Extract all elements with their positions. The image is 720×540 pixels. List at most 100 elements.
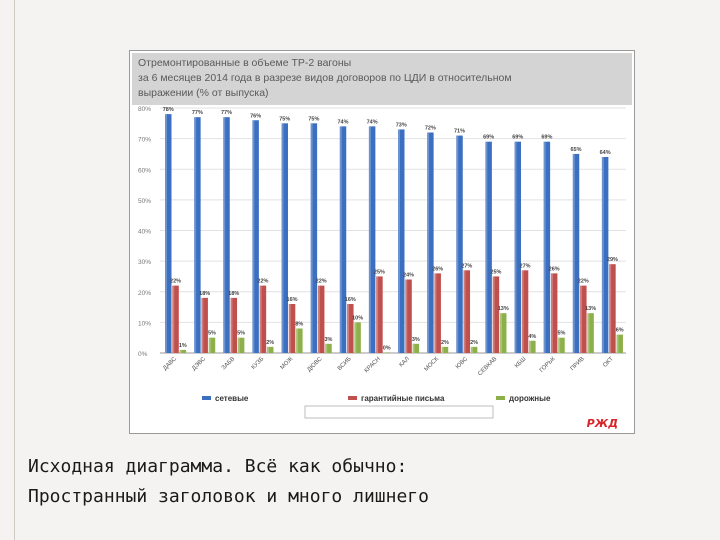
bar-highlight	[259, 285, 262, 353]
bar-guar	[347, 304, 354, 353]
bar-sets	[165, 114, 172, 353]
bar-guar	[434, 273, 441, 353]
x-tick-label: КАЛ	[399, 356, 411, 368]
bar-road	[208, 337, 216, 353]
bar-road	[412, 343, 420, 353]
data-label-sets: 76%	[250, 113, 261, 119]
bar-sets	[456, 135, 463, 353]
slide-left-rule	[14, 0, 15, 540]
x-tick-label: ЗАБВ	[221, 356, 236, 371]
bar-highlight	[383, 352, 386, 353]
x-tick-label: ДЭВС	[191, 356, 207, 372]
bar-highlight	[543, 141, 546, 353]
x-tick-label: ГОРЬК	[539, 356, 557, 374]
bar-highlight	[580, 285, 583, 353]
y-tick-label: 30%	[138, 259, 151, 266]
data-label-sets: 75%	[308, 116, 319, 122]
bar-highlight	[587, 313, 590, 353]
caption-line-2: Пространный заголовок и много лишнего	[28, 486, 429, 507]
data-label-sets: 69%	[512, 135, 523, 141]
data-label-road: 3%	[412, 337, 420, 343]
bar-highlight	[485, 141, 488, 353]
bar-guar	[550, 273, 558, 353]
bar-road	[587, 313, 594, 353]
bar-highlight	[266, 346, 269, 353]
data-label-sets: 78%	[163, 107, 174, 113]
legend-swatch-sets	[202, 396, 211, 400]
x-tick-label: ВСИБ	[337, 356, 353, 372]
bar-highlight	[456, 135, 459, 353]
bar-highlight	[558, 337, 561, 353]
bar-highlight	[230, 297, 233, 353]
bar-highlight	[463, 270, 466, 353]
bar-highlight	[347, 304, 350, 353]
bar-guar	[317, 285, 325, 353]
data-label-guar: 18%	[228, 291, 239, 297]
bar-sets	[572, 153, 580, 353]
data-label-road: 10%	[352, 315, 363, 321]
data-label-road: 3%	[324, 337, 332, 343]
bar-road	[383, 352, 390, 353]
bar-highlight	[572, 153, 575, 353]
data-label-road: 5%	[557, 331, 565, 337]
x-tick-label: МОЖ	[280, 356, 295, 371]
data-label-sets: 72%	[425, 126, 436, 132]
bar-sets	[368, 126, 376, 353]
data-label-road: 5%	[208, 331, 216, 337]
bar-sets	[281, 123, 288, 353]
data-label-road: 13%	[498, 306, 509, 312]
data-label-sets: 65%	[570, 147, 581, 153]
bar-sets	[543, 141, 551, 353]
data-label-guar: 22%	[578, 279, 589, 285]
data-label-road: 13%	[585, 306, 596, 312]
bar-highlight	[529, 340, 532, 353]
x-tick-label: ОКТ	[602, 356, 615, 369]
legend-swatch-guar	[348, 396, 357, 400]
data-label-guar: 29%	[607, 257, 618, 263]
y-tick-label: 20%	[138, 290, 151, 297]
bar-road	[499, 313, 507, 353]
data-label-guar: 18%	[199, 291, 210, 297]
bar-sets	[339, 126, 347, 353]
data-label-sets: 69%	[483, 135, 494, 141]
x-tick-label: ПРИВ	[570, 356, 586, 372]
bar-highlight	[237, 337, 240, 353]
y-tick-label: 60%	[138, 167, 151, 174]
data-label-road: 1%	[179, 343, 187, 349]
y-tick-label: 40%	[138, 229, 151, 236]
legend-label-guar: гарантийные письма	[361, 394, 445, 403]
bar-highlight	[398, 129, 400, 353]
bar-highlight	[376, 276, 379, 353]
bar-guar	[201, 297, 208, 353]
chart-title-line-1: Отремонтированные в объеме ТР-2 вагоны	[138, 57, 352, 69]
bar-guar	[609, 264, 616, 353]
bar-highlight	[288, 304, 291, 353]
bar-highlight	[172, 285, 175, 353]
bar-highlight	[427, 132, 430, 353]
bar-guar	[172, 285, 179, 353]
x-tick-label: ДАВС	[162, 356, 178, 372]
data-label-sets: 74%	[337, 119, 348, 125]
data-label-guar: 25%	[374, 269, 385, 275]
bar-highlight	[405, 279, 408, 353]
data-label-guar: 22%	[170, 279, 181, 285]
bar-guar	[492, 276, 500, 353]
data-label-sets: 75%	[279, 116, 290, 122]
bar-highlight	[521, 270, 524, 353]
legend-swatch-road	[496, 396, 505, 400]
bar-highlight	[194, 117, 197, 353]
data-label-guar: 27%	[520, 263, 531, 269]
chart-figure: Отремонтированные в объеме ТР-2 вагоны з…	[129, 50, 635, 434]
legend-frame	[304, 405, 494, 419]
chart-title-line-2: за 6 месяцев 2014 года в разрезе видов д…	[138, 72, 512, 84]
data-label-sets: 69%	[541, 135, 552, 141]
data-label-guar: 27%	[461, 263, 472, 269]
bar-highlight	[470, 346, 473, 353]
bar-guar	[288, 304, 296, 353]
data-label-road: 2%	[470, 340, 478, 346]
bar-guar	[259, 285, 267, 353]
bar-sets	[252, 120, 259, 353]
data-label-sets: 73%	[396, 122, 407, 128]
bar-highlight	[354, 322, 357, 353]
y-tick-label: 70%	[138, 137, 151, 144]
